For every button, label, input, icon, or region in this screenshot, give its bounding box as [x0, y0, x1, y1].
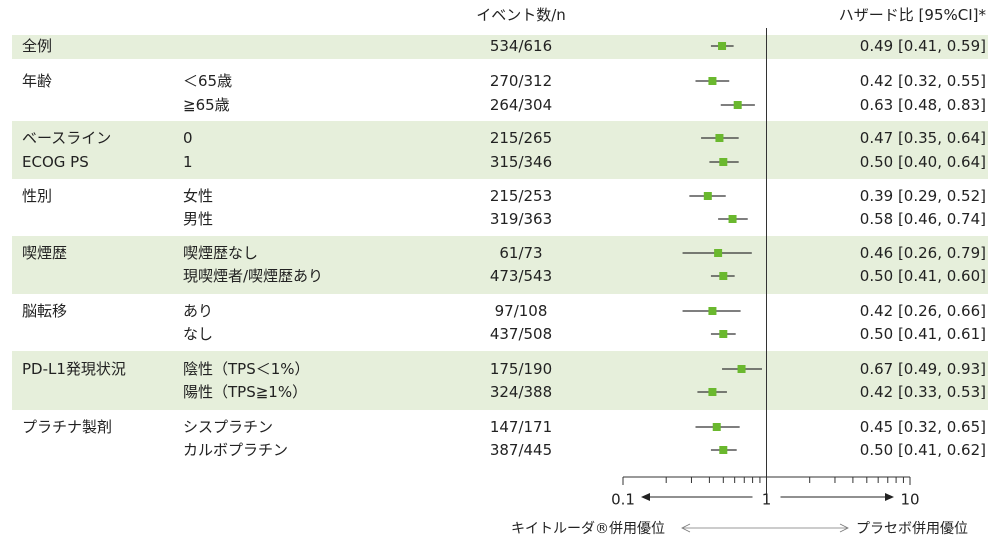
- events-value: 97/108: [494, 302, 548, 320]
- subgroup-label: 陰性（TPS＜1%）: [183, 360, 310, 378]
- arrow-left-head: [641, 493, 650, 501]
- hr-marker: [708, 307, 717, 315]
- hr-marker: [712, 423, 721, 431]
- hr-marker: [719, 272, 728, 280]
- hr-marker: [719, 446, 728, 454]
- hr-marker: [708, 388, 717, 396]
- events-value: 473/543: [489, 267, 553, 285]
- subgroup-label: 1: [183, 153, 193, 171]
- hazard-ratio-value: 0.42 [0.33, 0.53]: [859, 383, 986, 401]
- subgroup-label: 喫煙歴なし: [183, 244, 259, 262]
- events-value: 315/346: [489, 153, 553, 171]
- favor-arrow-right-head: [839, 523, 849, 533]
- subgroup-label: 女性: [183, 187, 214, 205]
- subgroup-label: 陽性（TPS≧1%）: [183, 383, 308, 401]
- hazard-ratio-value: 0.58 [0.46, 0.74]: [859, 210, 986, 228]
- events-column-header: イベント数/n: [476, 6, 566, 24]
- hazard-ratio-value: 0.47 [0.35, 0.64]: [859, 129, 986, 147]
- subgroup-label: 男性: [183, 210, 214, 228]
- hr-marker: [719, 158, 728, 166]
- tick-label: 1: [762, 491, 772, 509]
- category-label: 性別: [22, 187, 53, 205]
- category-label: 全例: [22, 37, 53, 55]
- hazard-ratio-column-header: ハザード比 [95%CI]*: [838, 6, 986, 24]
- favor-right-label: プラセボ併用優位: [856, 521, 968, 537]
- hr-marker: [714, 249, 723, 257]
- row-band: [12, 351, 988, 410]
- hazard-ratio-value: 0.50 [0.41, 0.60]: [859, 267, 986, 285]
- hr-marker: [708, 77, 717, 85]
- subgroup-label: ＜65歳: [183, 72, 233, 90]
- subgroup-label: シスプラチン: [183, 418, 274, 436]
- events-value: 147/171: [489, 418, 553, 436]
- hazard-ratio-value: 0.63 [0.48, 0.83]: [859, 96, 986, 114]
- events-value: 387/445: [489, 441, 553, 459]
- events-value: 61/73: [499, 244, 543, 262]
- arrow-right-head: [885, 493, 894, 501]
- hazard-ratio-value: 0.39 [0.29, 0.52]: [859, 187, 986, 205]
- events-value: 175/190: [489, 360, 553, 378]
- category-label: PD-L1発現状況: [22, 360, 126, 378]
- hazard-ratio-value: 0.42 [0.32, 0.55]: [859, 72, 986, 90]
- events-value: 319/363: [489, 210, 553, 228]
- subgroup-label: 0: [183, 129, 193, 147]
- hazard-ratio-value: 0.49 [0.41, 0.59]: [859, 37, 986, 55]
- subgroup-label: ≧65歳: [183, 96, 230, 114]
- row-band: [12, 35, 988, 59]
- hr-marker: [718, 42, 727, 50]
- hr-marker: [719, 330, 728, 338]
- events-value: 437/508: [489, 325, 553, 343]
- events-value: 215/253: [489, 187, 553, 205]
- hazard-ratio-value: 0.50 [0.41, 0.62]: [859, 441, 986, 459]
- row-band: [12, 236, 988, 294]
- hr-marker: [715, 134, 724, 142]
- subgroup-label: 現喫煙者/喫煙歴あり: [183, 267, 324, 285]
- events-value: 324/388: [489, 383, 553, 401]
- hr-marker: [703, 192, 712, 200]
- hazard-ratio-value: 0.45 [0.32, 0.65]: [859, 418, 986, 436]
- hazard-ratio-value: 0.50 [0.41, 0.61]: [859, 325, 986, 343]
- subgroup-label: カルボプラチン: [183, 441, 289, 459]
- category-label: プラチナ製剤: [22, 418, 113, 436]
- favor-arrow-left-head: [681, 523, 691, 533]
- hazard-ratio-value: 0.67 [0.49, 0.93]: [859, 360, 986, 378]
- subgroup-label: なし: [183, 325, 214, 343]
- events-value: 270/312: [489, 72, 553, 90]
- hazard-ratio-value: 0.42 [0.26, 0.66]: [859, 302, 986, 320]
- category-label: 年齢: [22, 72, 53, 90]
- category-label: 脳転移: [22, 302, 68, 320]
- hr-marker: [728, 215, 737, 223]
- tick-label: 10: [900, 491, 919, 509]
- subgroup-label: あり: [183, 302, 214, 320]
- hazard-ratio-value: 0.46 [0.26, 0.79]: [859, 244, 986, 262]
- events-value: 534/616: [489, 37, 553, 55]
- events-value: 264/304: [489, 96, 553, 114]
- hr-marker: [737, 365, 746, 373]
- events-value: 215/265: [489, 129, 553, 147]
- favor-left-label: キイトルーダ®併用優位: [511, 521, 665, 537]
- hazard-ratio-value: 0.50 [0.40, 0.64]: [859, 153, 986, 171]
- tick-label: 0.1: [611, 491, 635, 509]
- row-band: [12, 121, 988, 179]
- hr-marker: [733, 101, 742, 109]
- category-label: 喫煙歴: [22, 244, 68, 262]
- category-label: ベースライン: [22, 129, 112, 147]
- category-label: ECOG PS: [22, 153, 89, 171]
